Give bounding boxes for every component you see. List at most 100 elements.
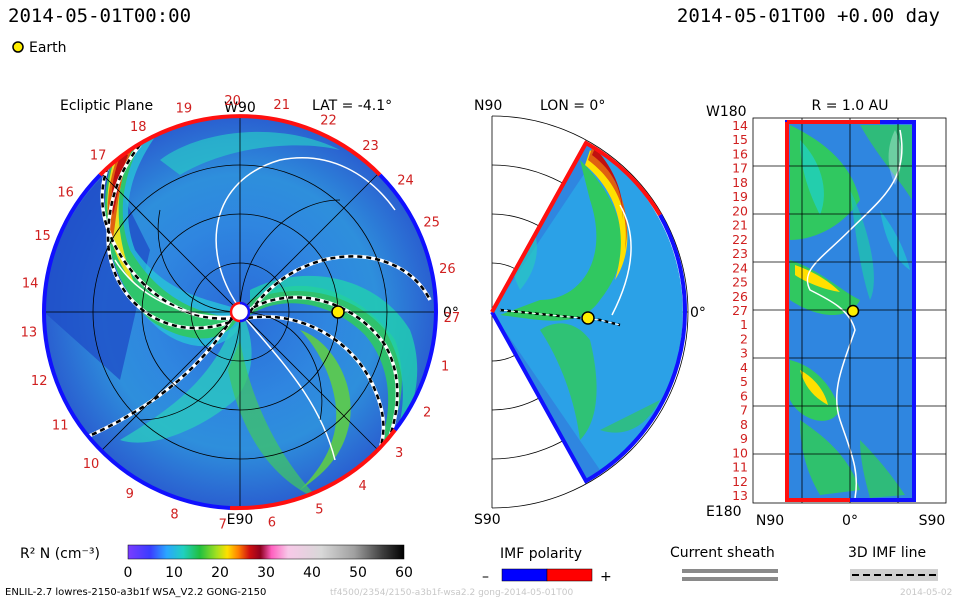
radial-row-label: 18 (732, 175, 748, 190)
radial-top-left-label: W180 (706, 104, 747, 120)
colorbar-tick-label: 10 (165, 565, 183, 581)
radial-row-label: 10 (732, 445, 748, 460)
faint-date: 2014-05-02 (900, 588, 952, 598)
colorbar-ticks: 0 10 20 30 40 50 60 (124, 565, 413, 581)
earth-legend-icon (12, 41, 24, 53)
ecliptic-ring-number: 1 (441, 360, 449, 375)
colorbar-tick-label: 0 (124, 565, 133, 581)
imf-polarity-title: IMF polarity (500, 546, 582, 562)
ecliptic-right-label: 0° (443, 305, 459, 321)
radial-bottom-left-label: E180 (706, 504, 742, 520)
ecliptic-ring-number: 23 (362, 139, 379, 154)
current-sheath-legend: Current sheath (670, 545, 778, 581)
colorbar-tick-label: 40 (303, 565, 321, 581)
radial-row-label: 8 (740, 417, 748, 432)
ecliptic-ring-number: 21 (273, 98, 290, 113)
radial-row-label: 11 (732, 460, 748, 475)
radial-row-label: 6 (740, 388, 748, 403)
ecliptic-ring-number: 19 (176, 102, 193, 117)
radial-row-label: 1 (740, 317, 748, 332)
colorbar-tick-label: 30 (257, 565, 275, 581)
radial-row-label: 17 (732, 161, 748, 176)
radial-row-label: 19 (732, 189, 748, 204)
imf-line-swatch-bg (850, 569, 938, 581)
radial-row-label: 5 (740, 374, 748, 389)
radial-row-label: 16 (732, 147, 748, 162)
ecliptic-ring-number: 20 (224, 94, 241, 109)
radial-row-label: 15 (732, 132, 748, 147)
radial-row-label: 7 (740, 403, 748, 418)
radial-bottom-label-n90: N90 (756, 513, 784, 529)
meridional-earth-marker (581, 311, 595, 325)
current-sheath-swatch-2 (682, 577, 778, 581)
ecliptic-title: Ecliptic Plane (60, 98, 153, 114)
radial-row-label: 23 (732, 246, 748, 261)
ecliptic-ring-number: 12 (31, 374, 48, 389)
colorbar-tick-label: 60 (395, 565, 413, 581)
imf-line-title: 3D IMF line (848, 545, 926, 561)
colorbar-label: R² N (cm⁻³) (20, 546, 100, 562)
radial-row-label: 25 (732, 275, 748, 290)
ecliptic-ring-number: 4 (358, 479, 366, 494)
radial-panel: R = 1.0 AU W180 E180 N90 0° S90 14151617… (706, 98, 947, 529)
earth-legend-label: Earth (29, 40, 67, 56)
faint-run-info: tf4500/2354/2150-a3b1f-wsa2.2 gong-2014-… (330, 588, 573, 598)
ecliptic-ring-number: 10 (83, 457, 100, 472)
radial-title: R = 1.0 AU (812, 98, 889, 114)
ecliptic-ring-number: 5 (315, 503, 323, 518)
radial-row-label: 13 (732, 488, 748, 503)
radial-row-labels: 1415161718192021222324252627123456789101… (732, 118, 748, 503)
imf-positive-swatch (546, 568, 593, 582)
earth-marker (331, 305, 345, 319)
ecliptic-ring-number: 13 (21, 326, 38, 341)
ecliptic-ring-number: 16 (57, 185, 74, 200)
ecliptic-ring-number: 9 (126, 487, 134, 502)
imf-polarity-legend: IMF polarity – + (482, 546, 612, 585)
radial-row-label: 12 (732, 474, 748, 489)
radial-row-label: 21 (732, 218, 748, 233)
imf-line-legend: 3D IMF line (848, 545, 938, 581)
ecliptic-bottom-label: E90 (227, 512, 254, 528)
radial-row-label: 4 (740, 360, 748, 375)
ecliptic-ring-number: 22 (320, 113, 337, 128)
ecliptic-ring-number: 25 (423, 215, 440, 230)
radial-row-label: 22 (732, 232, 748, 247)
meridional-bottom-label: S90 (474, 512, 501, 528)
radial-row-label: 24 (732, 260, 748, 275)
ecliptic-ring-number: 7 (219, 517, 227, 532)
meridional-panel: N90 LON = 0° S90 0° (474, 98, 706, 528)
radial-row-label: 9 (740, 431, 748, 446)
imf-minus: – (482, 569, 489, 585)
colorbar: R² N (cm⁻³) 0 10 20 30 40 50 60 (20, 544, 413, 581)
ecliptic-ring-number: 17 (90, 149, 107, 164)
model-info: ENLIL-2.7 lowres-2150-a3b1f WSA_V2.2 GON… (5, 587, 266, 598)
radial-row-label: 26 (732, 289, 748, 304)
radial-row-label: 3 (740, 346, 748, 361)
ecliptic-ring-numbers: 20 21222324252627123456789101112131415161… (21, 94, 461, 532)
radial-row-label: 20 (732, 203, 748, 218)
radial-earth-marker (846, 304, 860, 318)
imf-negative-swatch (501, 568, 548, 582)
ecliptic-ring-number: 14 (22, 277, 39, 292)
ecliptic-top-label: W90 (224, 100, 256, 116)
ecliptic-ring-number: 27 (444, 311, 461, 326)
colorbar-ramp (127, 544, 405, 560)
ecliptic-ring-number: 11 (52, 418, 69, 433)
current-sheath-title: Current sheath (670, 545, 775, 561)
ecliptic-ring-number: 26 (439, 262, 456, 277)
radial-row-label: 2 (740, 332, 748, 347)
datetime-right: 2014-05-01T00 +0.00 day (677, 5, 940, 27)
meridional-right-label: 0° (690, 305, 706, 321)
ecliptic-ring-number: 18 (130, 120, 147, 135)
ecliptic-ring-number: 3 (395, 446, 403, 461)
colorbar-tick-label: 50 (349, 565, 367, 581)
ecliptic-ring-number: 6 (268, 516, 276, 531)
ecliptic-ring-number: 24 (397, 174, 414, 189)
meridional-top-label: N90 (474, 98, 502, 114)
datetime-left: 2014-05-01T00:00 (8, 5, 191, 27)
current-sheath-swatch-1 (682, 569, 778, 573)
imf-plus: + (600, 569, 612, 585)
ecliptic-plane-panel: Ecliptic Plane W90 E90 0° LAT = -4.1° 20… (21, 94, 461, 532)
